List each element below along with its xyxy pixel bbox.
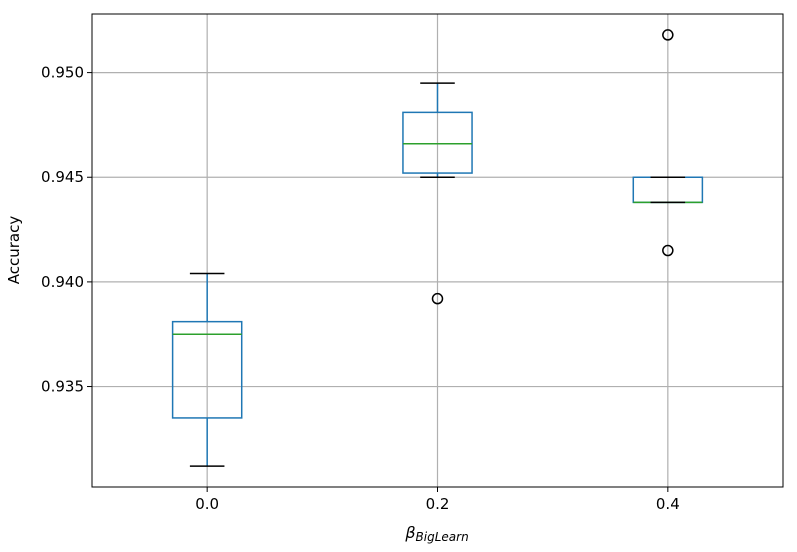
x-tick-label: 0.4 — [656, 495, 680, 513]
outlier-point — [662, 29, 674, 41]
x-tick-label: 0.2 — [426, 495, 450, 513]
box — [171, 320, 243, 419]
y-tick-label: 0.935 — [41, 378, 84, 396]
boxes — [171, 29, 704, 467]
y-tick-label: 0.945 — [41, 168, 84, 186]
box — [402, 111, 473, 174]
x-axis-label: βBigLearn — [404, 523, 468, 544]
y-axis-label: Accuracy — [5, 216, 23, 285]
outlier-point — [662, 244, 674, 257]
outlier-point — [431, 292, 444, 305]
y-tick-label: 0.940 — [41, 273, 84, 291]
x-axis-label-main: β — [404, 523, 415, 542]
x-tick-label: 0.0 — [195, 495, 219, 513]
x-axis-label-subscript: BigLearn — [416, 530, 469, 544]
y-tick-label: 0.950 — [41, 64, 84, 82]
ticks: 0.935 0.940 0.945 0.950 0.0 0.2 0.4 — [41, 64, 680, 513]
